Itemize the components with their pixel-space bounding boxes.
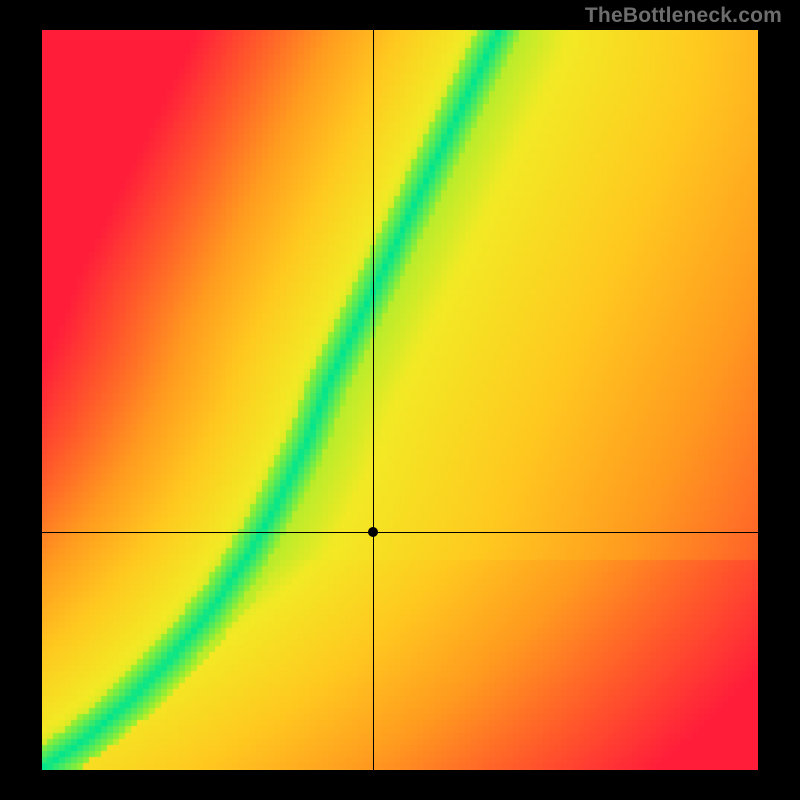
watermark-text: TheBottleneck.com [585,4,782,28]
crosshair-vertical [373,30,374,770]
heatmap-plot [42,30,758,770]
crosshair-dot [368,527,378,537]
crosshair-horizontal [42,532,758,533]
